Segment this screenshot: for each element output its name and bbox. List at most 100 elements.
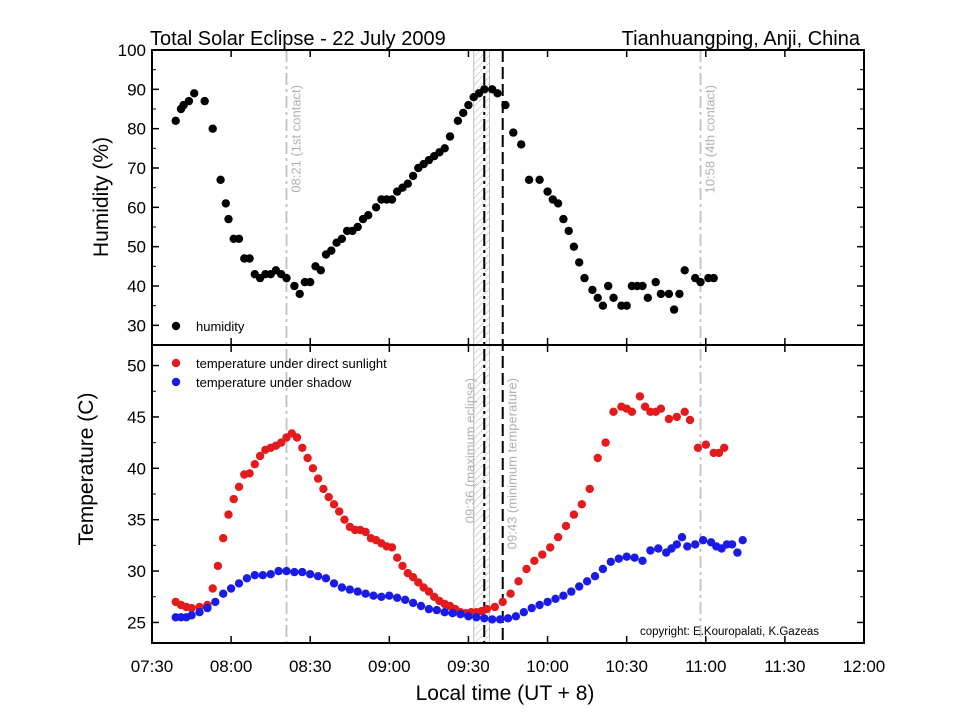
- temperature-series0-point-14: [250, 460, 259, 469]
- xtick-label-8: 11:30: [764, 657, 805, 676]
- temperature-series1-point-11: [250, 571, 259, 580]
- temperature-series1-point-60: [638, 556, 647, 565]
- humidity-series0-point-56: [480, 85, 489, 94]
- temperature-series0-point-72: [593, 453, 602, 463]
- temperature-series0-point-31: [340, 515, 349, 524]
- temperature-series1-point-32: [416, 601, 426, 611]
- humidity-ytick-label-2: 50: [127, 238, 146, 257]
- humidity-series0-point-3: [184, 96, 194, 106]
- humidity-series0-point-53: [464, 100, 473, 110]
- temperature-series1-point-20: [321, 574, 331, 583]
- legend-label-humidity: humidity: [196, 319, 245, 334]
- temperature-series0-point-23: [298, 443, 307, 452]
- temperature-series1-point-22: [337, 583, 347, 592]
- humidity-series0-point-26: [316, 266, 325, 275]
- temperature-series0-point-47: [424, 587, 434, 596]
- humidity-ytick-label-4: 70: [127, 159, 146, 178]
- temperature-series0-point-7: [213, 561, 223, 571]
- temperature-series1-point-75: [733, 548, 742, 557]
- temperature-series0-point-13: [245, 469, 254, 478]
- temperature-series1-point-51: [567, 587, 576, 596]
- temperature-series0-point-78: [635, 392, 645, 401]
- temperature-series1-point-12: [258, 571, 267, 580]
- xtick-label-2: 08:30: [289, 657, 332, 676]
- humidity-axis-title: Humidity (%): [90, 137, 113, 257]
- temperature-series0-point-87: [693, 443, 703, 452]
- temperature-series0-point-10: [229, 494, 238, 504]
- temperature-series1-point-54: [590, 572, 600, 581]
- legends: humidity temperature under direct sunligh…: [171, 319, 387, 390]
- temperature-series0-point-45: [414, 578, 423, 587]
- temperature-series1-point-3: [187, 611, 196, 620]
- xtick-label-5: 10:00: [526, 657, 569, 676]
- temperature-series1-point-59: [630, 553, 639, 562]
- xtick-label-1: 08:00: [210, 657, 253, 676]
- temperature-series0-point-40: [387, 543, 397, 552]
- humidity-series0-point-5: [200, 96, 209, 106]
- panel-frames: 07:30 08:00 08:30 09:00 09:30 10:00 10:30 11:00…: [131, 49, 886, 676]
- humidity-ytick-label-6: 90: [127, 80, 146, 99]
- temperature-series1-point-76: [738, 536, 747, 545]
- humidity-series0-point-50: [445, 132, 455, 141]
- humidity-series0-point-87: [675, 289, 684, 299]
- chart-title: Total Solar Eclipse - 22 July 2009: [150, 28, 446, 50]
- humidity-series0-point-86: [669, 305, 679, 314]
- panel-frame-0: [151, 49, 865, 346]
- humidity-series0-point-81: [638, 281, 647, 291]
- temperature-series1-point-14: [274, 566, 283, 576]
- humidity-series0-point-73: [593, 293, 602, 302]
- temperature-series0-point-6: [208, 584, 217, 593]
- temperature-series1-point-26: [369, 591, 378, 600]
- temperature-series0-point-82: [656, 404, 666, 413]
- humidity-series0-point-4: [190, 89, 199, 98]
- temperature-ytick-label-2: 35: [127, 511, 146, 530]
- temperature-series0-point-71: [585, 484, 594, 494]
- xtick-label-0: 07:30: [131, 657, 174, 676]
- temperature-series1-point-18: [306, 570, 315, 579]
- temperature-series0-point-3: [187, 603, 196, 613]
- temperature-series1-point-25: [361, 589, 370, 598]
- temperature-series0-point-70: [577, 500, 586, 509]
- xtick-label-6: 10:30: [605, 657, 648, 676]
- temperature-series0-point-9: [224, 510, 233, 519]
- humidity-series0-point-92: [709, 273, 718, 283]
- humidity-series0-point-21: [290, 281, 299, 291]
- event-label-3: 10:58 (4th contact): [703, 85, 718, 193]
- humidity-series0-point-63: [535, 175, 544, 184]
- xtick-label-9: 12:00: [843, 657, 886, 676]
- humidity-ytick-label-1: 40: [127, 277, 146, 296]
- humidity-series0-point-6: [208, 124, 217, 133]
- humidity-series0-point-52: [459, 108, 468, 118]
- event-label-0: 08:21 (1st contact): [288, 85, 303, 193]
- legend-marker-humidity: [171, 321, 181, 331]
- temperature-series1-point-50: [559, 591, 568, 600]
- temperature-series1-point-56: [606, 557, 615, 566]
- humidity-ytick-label-0: 30: [127, 316, 146, 335]
- xtick-label-4: 09:30: [447, 657, 490, 676]
- temperature-series0-point-28: [324, 492, 333, 502]
- humidity-series0-point-70: [575, 258, 584, 267]
- temperature-series0-point-29: [329, 500, 339, 509]
- temperature-series0-point-90: [714, 448, 724, 458]
- temperature-series1-point-57: [614, 554, 623, 563]
- humidity-ytick-label-3: 60: [127, 198, 146, 217]
- temperature-series1-point-37: [456, 610, 465, 619]
- temperature-series1-point-17: [298, 567, 307, 577]
- temperature-series0-point-24: [303, 453, 312, 463]
- humidity-series0-point-28: [327, 246, 336, 255]
- temperature-series1-point-68: [691, 540, 700, 549]
- chart-location: Tianhuangping, Anji, China: [622, 28, 861, 50]
- temperature-series1-point-19: [313, 572, 323, 581]
- temperature-series1-point-61: [646, 546, 655, 555]
- legend-label-temp-0: temperature under direct sunlight: [196, 356, 387, 371]
- humidity-series0-point-90: [696, 277, 705, 287]
- temperature-series0-point-86: [685, 415, 695, 425]
- humidity-series0-point-67: [559, 214, 568, 224]
- temperature-series0-point-88: [701, 440, 710, 449]
- humidity-series0-point-8: [221, 199, 230, 208]
- temperature-series1-point-43: [503, 614, 513, 623]
- temperature-series0-point-42: [398, 561, 407, 571]
- temperature-series0-point-68: [561, 521, 571, 531]
- humidity-series0-point-39: [387, 195, 397, 204]
